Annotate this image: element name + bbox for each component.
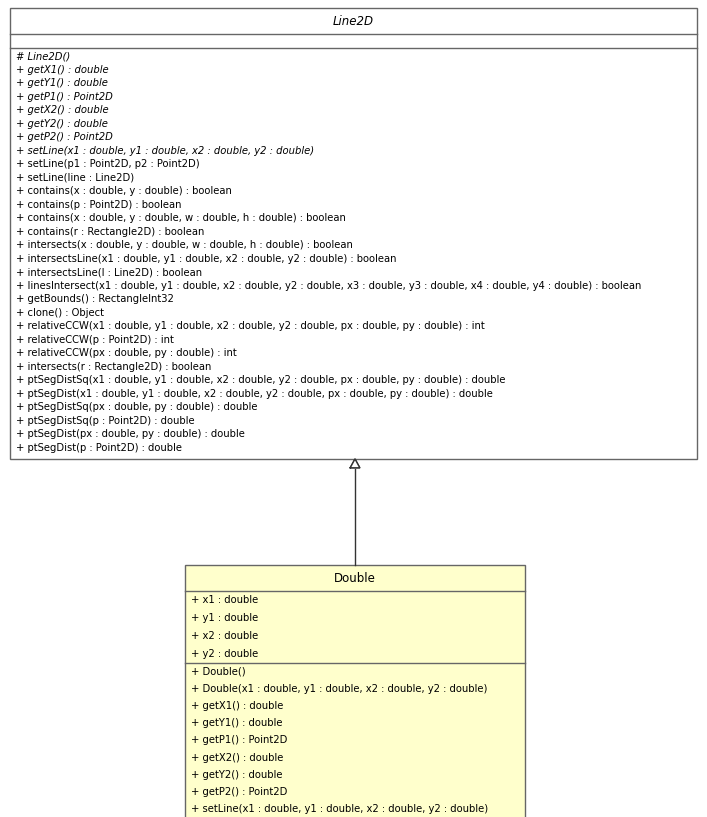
- Text: + linesIntersect(x1 : double, y1 : double, x2 : double, y2 : double, x3 : double: + linesIntersect(x1 : double, y1 : doubl…: [16, 280, 641, 291]
- Text: + relativeCCW(p : Point2D) : int: + relativeCCW(p : Point2D) : int: [16, 335, 174, 345]
- Text: + intersects(r : Rectangle2D) : boolean: + intersects(r : Rectangle2D) : boolean: [16, 362, 211, 372]
- Text: + contains(x : double, y : double) : boolean: + contains(x : double, y : double) : boo…: [16, 186, 232, 196]
- Text: + getY2() : double: + getY2() : double: [191, 770, 283, 779]
- Text: + ptSegDistSq(x1 : double, y1 : double, x2 : double, y2 : double, px : double, p: + ptSegDistSq(x1 : double, y1 : double, …: [16, 375, 506, 385]
- Bar: [10, 8, 697, 459]
- Text: + intersectsLine(x1 : double, y1 : double, x2 : double, y2 : double) : boolean: + intersectsLine(x1 : double, y1 : doubl…: [16, 253, 397, 264]
- Text: + getY2() : double: + getY2() : double: [16, 118, 108, 128]
- Text: + ptSegDist(p : Point2D) : double: + ptSegDist(p : Point2D) : double: [16, 443, 182, 453]
- Text: + getP2() : Point2D: + getP2() : Point2D: [191, 787, 287, 797]
- Text: + getX1() : double: + getX1() : double: [16, 65, 109, 74]
- Text: + contains(p : Point2D) : boolean: + contains(p : Point2D) : boolean: [16, 199, 182, 210]
- Text: + relativeCCW(px : double, py : double) : int: + relativeCCW(px : double, py : double) …: [16, 348, 237, 358]
- Bar: [185, 565, 525, 817]
- Text: + getP1() : Point2D: + getP1() : Point2D: [16, 92, 113, 101]
- Text: + Double(x1 : double, y1 : double, x2 : double, y2 : double): + Double(x1 : double, y1 : double, x2 : …: [191, 684, 487, 694]
- Text: + ptSegDistSq(px : double, py : double) : double: + ptSegDistSq(px : double, py : double) …: [16, 402, 257, 412]
- Text: + intersectsLine(l : Line2D) : boolean: + intersectsLine(l : Line2D) : boolean: [16, 267, 202, 277]
- Text: + intersects(x : double, y : double, w : double, h : double) : boolean: + intersects(x : double, y : double, w :…: [16, 240, 353, 250]
- Text: + ptSegDistSq(p : Point2D) : double: + ptSegDistSq(p : Point2D) : double: [16, 416, 194, 426]
- Text: + y2 : double: + y2 : double: [191, 649, 258, 659]
- Text: + y1 : double: + y1 : double: [191, 613, 258, 623]
- Text: + setLine(p1 : Point2D, p2 : Point2D): + setLine(p1 : Point2D, p2 : Point2D): [16, 159, 199, 169]
- Text: + setLine(x1 : double, y1 : double, x2 : double, y2 : double): + setLine(x1 : double, y1 : double, x2 :…: [16, 145, 314, 155]
- Text: + getX1() : double: + getX1() : double: [191, 701, 284, 711]
- Text: + contains(x : double, y : double, w : double, h : double) : boolean: + contains(x : double, y : double, w : d…: [16, 213, 346, 223]
- Text: + x2 : double: + x2 : double: [191, 631, 258, 641]
- Text: Double: Double: [334, 572, 376, 584]
- Text: + Double(): + Double(): [191, 667, 245, 676]
- Text: # Line2D(): # Line2D(): [16, 51, 70, 61]
- Text: + x1 : double: + x1 : double: [191, 595, 258, 605]
- Text: + setLine(line : Line2D): + setLine(line : Line2D): [16, 172, 134, 183]
- Text: + getP1() : Point2D: + getP1() : Point2D: [191, 735, 287, 745]
- Text: + contains(r : Rectangle2D) : boolean: + contains(r : Rectangle2D) : boolean: [16, 226, 204, 237]
- Text: + getX2() : double: + getX2() : double: [16, 105, 109, 115]
- Text: + ptSegDist(px : double, py : double) : double: + ptSegDist(px : double, py : double) : …: [16, 429, 245, 439]
- Text: + setLine(x1 : double, y1 : double, x2 : double, y2 : double): + setLine(x1 : double, y1 : double, x2 :…: [191, 804, 488, 815]
- Text: + getY1() : double: + getY1() : double: [16, 78, 108, 88]
- Text: + ptSegDist(x1 : double, y1 : double, x2 : double, y2 : double, px : double, py : + ptSegDist(x1 : double, y1 : double, x2…: [16, 389, 493, 399]
- Text: + getBounds() : RectangleInt32: + getBounds() : RectangleInt32: [16, 294, 174, 304]
- Text: + getP2() : Point2D: + getP2() : Point2D: [16, 132, 113, 142]
- Text: + clone() : Object: + clone() : Object: [16, 307, 104, 318]
- Text: + getY1() : double: + getY1() : double: [191, 718, 283, 728]
- Polygon shape: [350, 459, 360, 468]
- Text: + relativeCCW(x1 : double, y1 : double, x2 : double, y2 : double, px : double, p: + relativeCCW(x1 : double, y1 : double, …: [16, 321, 485, 331]
- Text: Line2D: Line2D: [333, 15, 374, 28]
- Text: + getX2() : double: + getX2() : double: [191, 752, 284, 762]
